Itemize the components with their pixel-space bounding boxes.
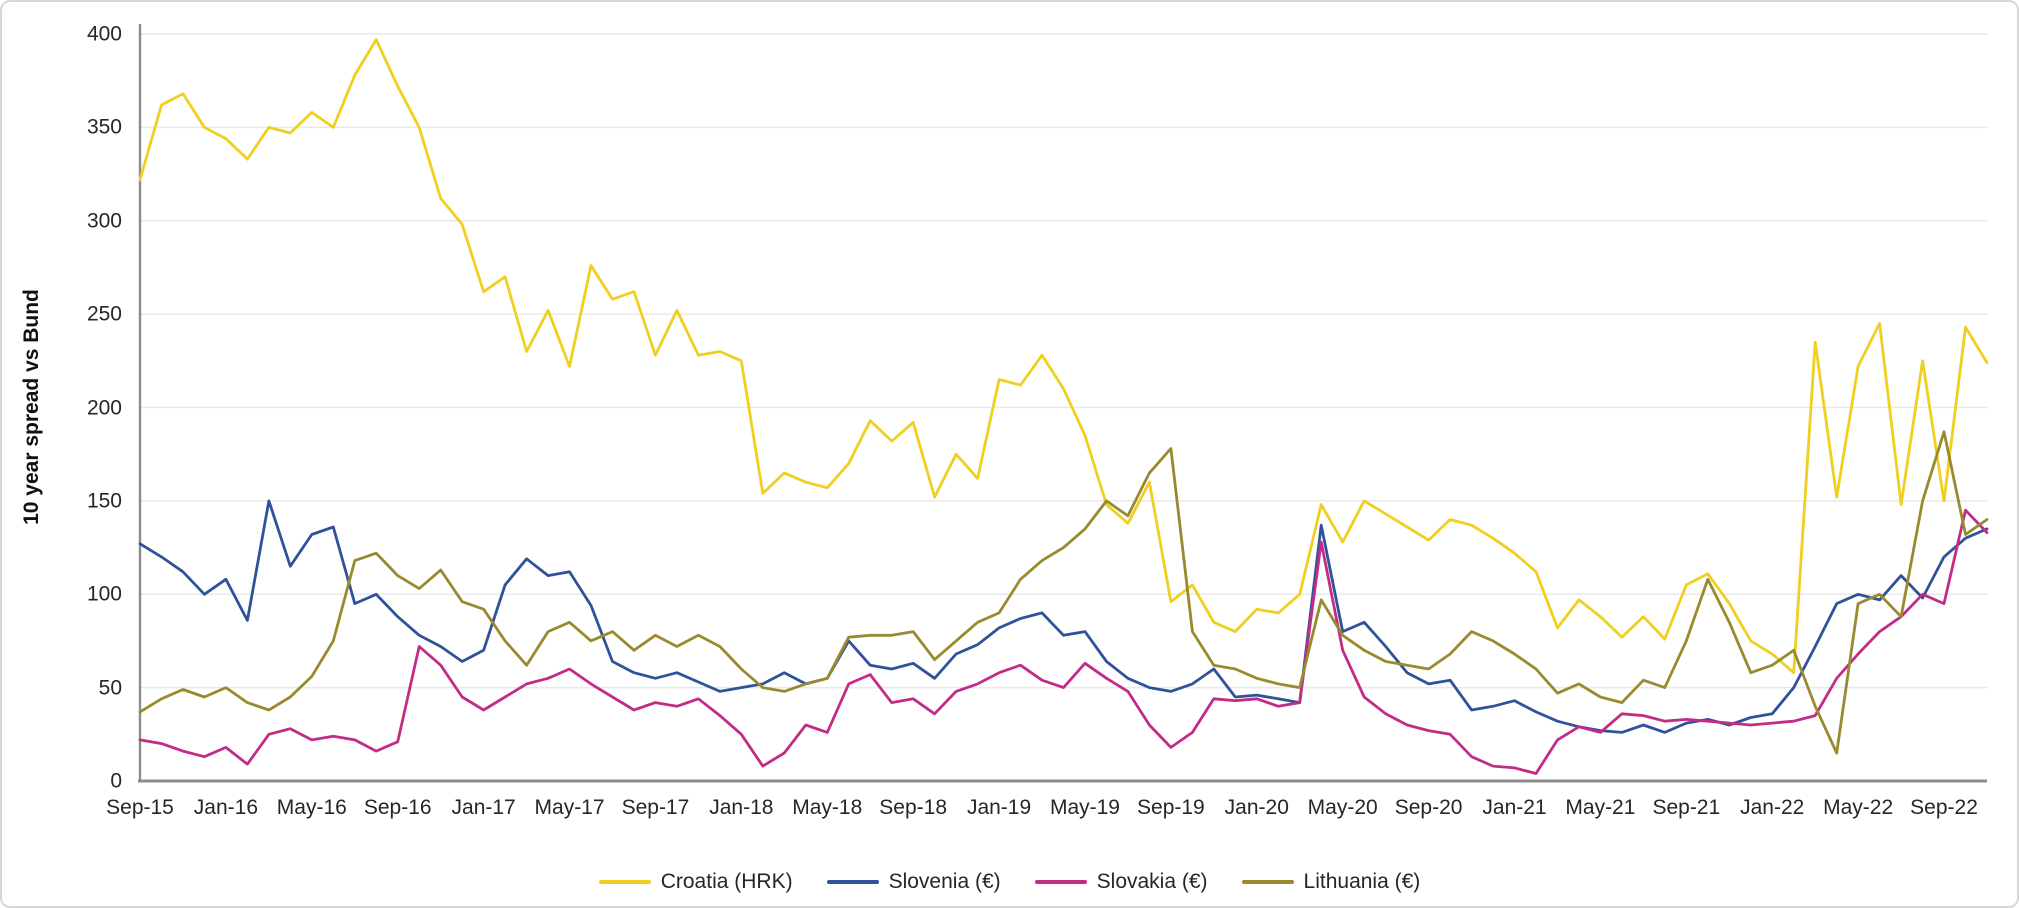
x-tick-label-Jan-16: Jan-16: [193, 796, 259, 819]
legend-swatch-slovenia: [826, 880, 879, 884]
x-tick-label-May-17: May-17: [534, 796, 605, 819]
legend-label-croatia: Croatia (HRK): [660, 870, 793, 893]
x-tick-label-Jan-17: Jan-17: [451, 796, 516, 819]
x-tick-label-Sep-20: Sep-20: [1394, 796, 1463, 819]
x-tick-label-May-16: May-16: [276, 796, 347, 819]
y-tick-label-400: 400: [86, 22, 122, 46]
y-tick-label-150: 150: [86, 489, 122, 513]
legend-swatch-slovakia: [1034, 880, 1087, 884]
x-tick-label-Sep-15: Sep-15: [106, 796, 174, 819]
x-tick-label-Sep-19: Sep-19: [1137, 796, 1205, 819]
x-tick-label-Jan-19: Jan-19: [966, 796, 1032, 819]
legend-swatch-croatia: [598, 880, 651, 884]
x-tick-label-Sep-17: Sep-17: [621, 796, 690, 819]
x-tick-label-Sep-21: Sep-21: [1652, 796, 1721, 819]
x-tick-label-May-20: May-20: [1307, 796, 1378, 819]
x-tick-label-Jan-22: Jan-22: [1740, 796, 1805, 819]
legend-item-lithuania: Lithuania (€): [1241, 870, 1421, 894]
x-tick-label-Jan-20: Jan-20: [1224, 796, 1289, 819]
x-tick-label-May-22: May-22: [1823, 796, 1894, 819]
y-tick-label-0: 0: [110, 769, 122, 793]
series-line-slovakia: [138, 508, 1989, 775]
x-tick-label-May-18: May-18: [792, 796, 863, 819]
x-tick-label-May-21: May-21: [1565, 796, 1636, 819]
y-tick-label-200: 200: [86, 396, 122, 419]
x-tick-label-Sep-16: Sep-16: [363, 796, 432, 819]
legend-swatch-lithuania: [1241, 880, 1294, 884]
legend-label-lithuania: Lithuania (€): [1303, 870, 1421, 893]
series-line-lithuania: [138, 430, 1989, 755]
y-tick-label-100: 100: [86, 582, 122, 606]
x-tick-label-May-19: May-19: [1049, 796, 1120, 819]
x-tick-label-Jan-21: Jan-21: [1482, 796, 1547, 819]
legend-item-slovenia: Slovenia (€): [826, 870, 1001, 894]
y-tick-label-350: 350: [86, 115, 122, 139]
legend-item-slovakia: Slovakia (€): [1034, 870, 1208, 894]
series-line-slovenia: [138, 499, 1989, 734]
y-tick-label-300: 300: [86, 209, 122, 233]
x-tick-label-Sep-18: Sep-18: [879, 796, 948, 819]
x-tick-label-Jan-18: Jan-18: [709, 796, 774, 819]
chart-legend: Croatia (HRK) Slovenia (€) Slovakia (€) …: [2, 870, 2017, 894]
x-tick-label-Sep-22: Sep-22: [1910, 796, 1978, 819]
series-line-croatia: [138, 38, 1989, 675]
legend-label-slovakia: Slovakia (€): [1096, 870, 1208, 893]
y-tick-label-250: 250: [86, 302, 122, 326]
y-tick-label-50: 50: [98, 676, 122, 700]
legend-item-croatia: Croatia (HRK): [598, 870, 793, 894]
legend-label-slovenia: Slovenia (€): [888, 870, 1001, 893]
